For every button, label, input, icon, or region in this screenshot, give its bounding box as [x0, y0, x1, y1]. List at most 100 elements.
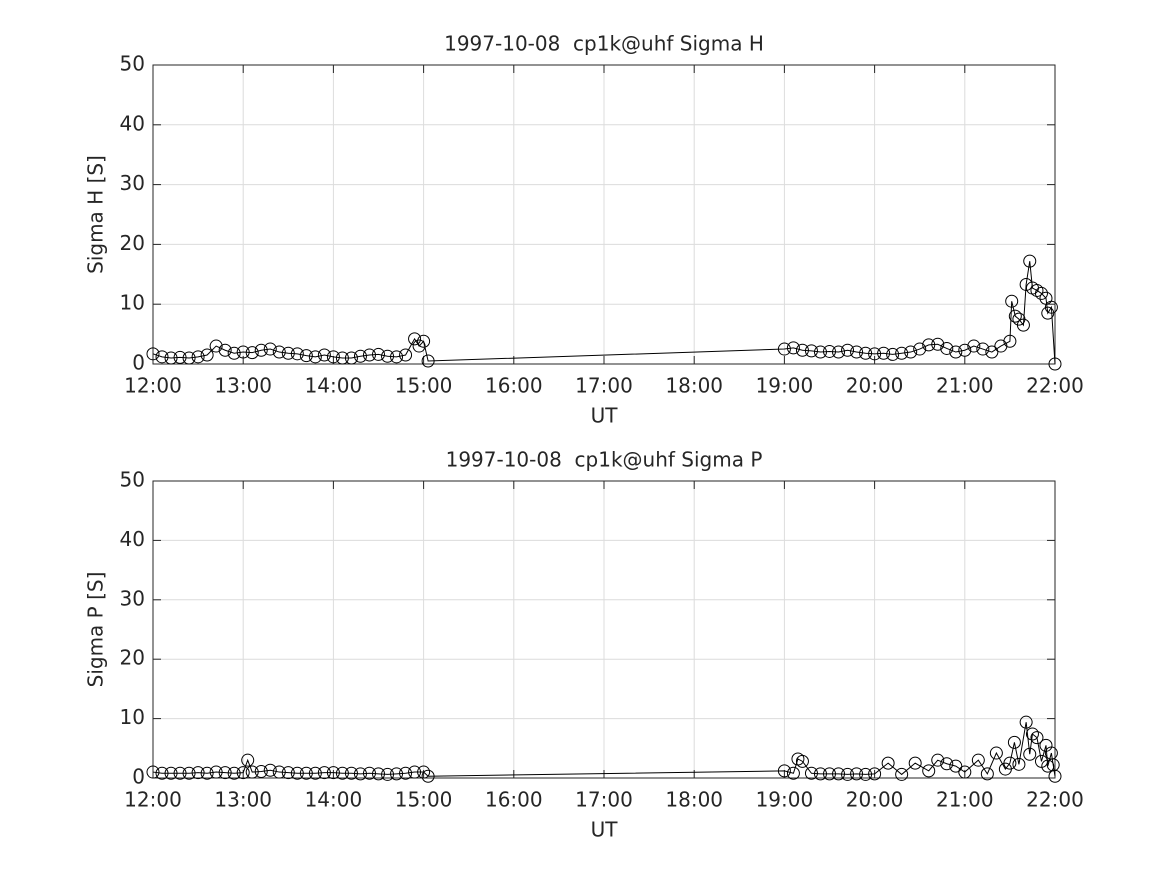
- data-point: [155, 766, 169, 780]
- data-point: [1005, 294, 1019, 308]
- data-point: [182, 766, 196, 780]
- data-point: [958, 343, 972, 357]
- data-point: [813, 767, 827, 781]
- data-point: [164, 766, 178, 780]
- data-point: [281, 766, 295, 780]
- data-point: [372, 767, 385, 781]
- data-point: [841, 767, 855, 781]
- data-point: [1044, 300, 1058, 314]
- data-point: [218, 343, 232, 357]
- data-point: [1023, 254, 1037, 268]
- data-point: [795, 343, 809, 357]
- y-tick-label: 50: [120, 468, 145, 492]
- data-point: [299, 349, 313, 363]
- data-point: [1019, 277, 1033, 291]
- data-point: [1034, 286, 1048, 300]
- data-point: [886, 347, 900, 361]
- y-tick-label: 0: [132, 765, 145, 789]
- x-tick-label: 12:00: [124, 788, 182, 812]
- data-point: [985, 345, 999, 359]
- data-point: [958, 765, 972, 779]
- data-point: [832, 767, 846, 781]
- data-point: [218, 766, 232, 780]
- x-tick-label: 16:00: [485, 374, 543, 398]
- x-tick-label: 22:00: [1026, 788, 1084, 812]
- x-axis-label: UT: [591, 818, 619, 842]
- x-tick-label: 19:00: [756, 788, 814, 812]
- data-point: [971, 753, 985, 767]
- data-point: [272, 765, 286, 779]
- data-point: [1003, 334, 1017, 348]
- x-tick-label: 19:00: [756, 374, 814, 398]
- data-point: [922, 764, 936, 778]
- x-tick-label: 15:00: [395, 788, 453, 812]
- y-tick-label: 20: [120, 646, 145, 670]
- x-tick-label: 17:00: [575, 374, 633, 398]
- series-line: [152, 261, 1056, 365]
- y-tick-label: 30: [120, 171, 145, 195]
- data-point: [904, 345, 918, 359]
- y-tick-label: 30: [120, 586, 145, 610]
- data-point: [254, 764, 268, 778]
- data-point: [832, 345, 846, 359]
- y-axis-label: Sigma P [S]: [84, 572, 108, 688]
- data-point: [1048, 357, 1062, 371]
- data-point: [841, 343, 855, 357]
- x-tick-label: 12:00: [124, 374, 182, 398]
- data-point: [326, 766, 340, 780]
- data-point: [868, 767, 882, 781]
- data-point: [940, 757, 954, 771]
- data-point: [989, 746, 1003, 760]
- data-point: [850, 767, 864, 781]
- data-point: [236, 345, 250, 359]
- data-point: [1030, 283, 1044, 297]
- data-point: [272, 345, 286, 359]
- data-point: [326, 350, 340, 364]
- data-point: [1003, 756, 1017, 770]
- data-point: [967, 339, 981, 353]
- data-point: [881, 756, 895, 770]
- data-point: [254, 343, 268, 357]
- data-point: [976, 342, 990, 356]
- data-point: [362, 766, 376, 780]
- data-point: [372, 347, 385, 361]
- data-point: [290, 347, 304, 361]
- data-point: [795, 754, 809, 768]
- x-tick-label: 18:00: [665, 788, 723, 812]
- data-point: [209, 339, 223, 353]
- data-point: [281, 346, 295, 360]
- x-axis-label: UT: [591, 404, 619, 428]
- data-point: [823, 767, 836, 781]
- data-point: [922, 338, 936, 352]
- data-point: [980, 767, 994, 781]
- x-tick-label: 14:00: [305, 374, 363, 398]
- data-point: [263, 763, 277, 777]
- x-tick-label: 21:00: [936, 374, 994, 398]
- data-point: [209, 765, 223, 779]
- chart-title: 1997-10-08 cp1k@uhf Sigma P: [446, 448, 763, 472]
- x-tick-label: 13:00: [214, 788, 272, 812]
- axes-box: [152, 64, 1056, 365]
- data-point: [263, 342, 277, 356]
- data-point: [940, 341, 954, 355]
- data-point: [1016, 318, 1030, 332]
- data-point: [813, 345, 827, 359]
- data-point: [931, 337, 945, 351]
- data-point: [335, 351, 349, 365]
- data-point: [786, 341, 800, 355]
- subplot: 12:00 13:00 14:00 15:00 16:00 17:00 18:00 19:00…: [84, 32, 1084, 428]
- data-point: [895, 767, 909, 781]
- data-point: [949, 759, 963, 773]
- data-point: [823, 344, 836, 358]
- data-point: [421, 769, 435, 783]
- data-point: [308, 766, 322, 780]
- y-tick-label: 10: [120, 291, 145, 315]
- x-tick-label: 14:00: [305, 788, 363, 812]
- data-point: [299, 766, 313, 780]
- data-point: [877, 346, 891, 360]
- data-point: [241, 753, 255, 767]
- x-tick-label: 20:00: [846, 788, 904, 812]
- data-point: [786, 766, 800, 780]
- data-point: [408, 765, 422, 779]
- subplot: 12:00 13:00 14:00 15:00 16:00 17:00 18:00 19:00…: [84, 448, 1084, 842]
